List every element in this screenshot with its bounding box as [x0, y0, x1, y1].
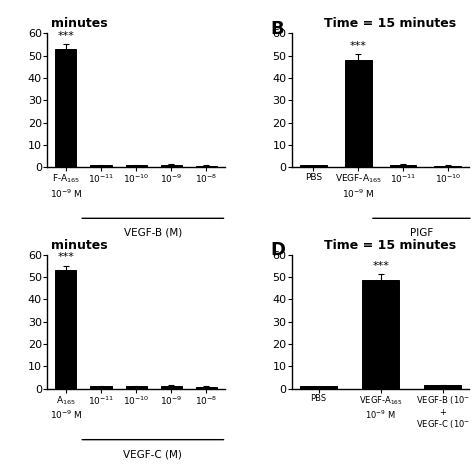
Bar [161, 164, 182, 167]
Bar [126, 386, 146, 389]
Bar [55, 49, 76, 167]
Bar [196, 387, 217, 389]
Text: ***: *** [57, 252, 74, 262]
Bar [434, 165, 461, 167]
Bar [300, 386, 337, 389]
Bar [362, 280, 399, 389]
Bar [424, 385, 461, 389]
Text: VEGF-C (M): VEGF-C (M) [123, 449, 182, 459]
Text: PlGF: PlGF [410, 228, 433, 237]
Bar [126, 165, 146, 167]
Bar [91, 386, 111, 389]
Text: VEGF-B (M): VEGF-B (M) [124, 228, 182, 237]
Bar [91, 165, 111, 167]
Text: ***: *** [57, 31, 74, 41]
Bar [55, 270, 76, 389]
Bar [390, 164, 417, 167]
Bar [196, 165, 217, 167]
Text: Time = 15 minutes: Time = 15 minutes [324, 18, 456, 30]
Bar [345, 60, 372, 167]
Bar [161, 386, 182, 389]
Text: ***: *** [350, 41, 367, 51]
Bar [300, 165, 327, 167]
Text: minutes: minutes [51, 18, 108, 30]
Text: ***: *** [372, 261, 389, 271]
Text: B: B [271, 20, 284, 38]
Text: minutes: minutes [51, 239, 108, 252]
Text: D: D [271, 241, 286, 259]
Text: Time = 15 minutes: Time = 15 minutes [324, 239, 456, 252]
